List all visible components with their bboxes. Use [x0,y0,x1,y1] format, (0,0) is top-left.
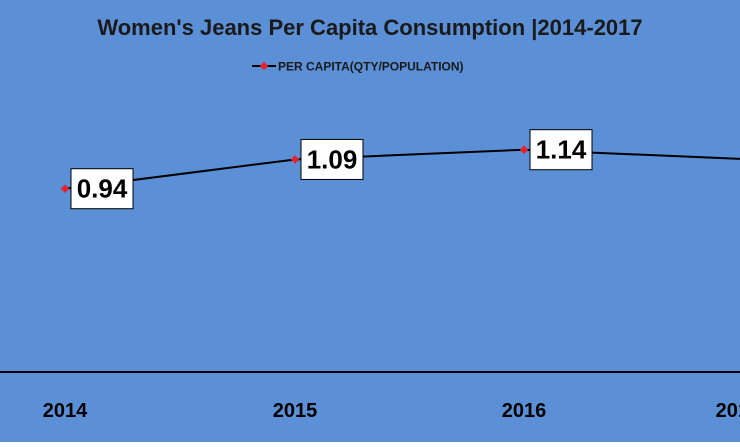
x-tick-label: 2015 [273,400,318,422]
data-label-text: 1.14 [536,135,587,165]
data-point [290,155,300,164]
data-label: 1.14 [529,129,593,171]
data-label-box [529,129,593,171]
data-label: 1.09 [300,138,364,180]
data-label-text: 0.94 [77,174,128,204]
x-tick-label: 2017(PF [716,400,740,422]
data-label-box [70,168,134,210]
chart-title: Women's Jeans Per Capita Consumption |20… [97,15,642,40]
x-tick-label: 2014 [43,400,88,422]
data-label: 0.94 [70,168,134,210]
legend-label: PER CAPITA(QTY/POPULATION) [278,60,464,74]
x-tick-label: 2016 [502,400,547,422]
plot-marks: 0.94 1.09 1.14 2014 2015 2016 2017(PF [43,129,740,422]
series-line [64,148,740,190]
data-label-text: 1.09 [307,144,358,174]
data-point [60,184,70,193]
legend: PER CAPITA(QTY/POPULATION) [252,60,464,74]
data-label-box [300,138,364,180]
legend-marker-swatch [259,61,269,71]
